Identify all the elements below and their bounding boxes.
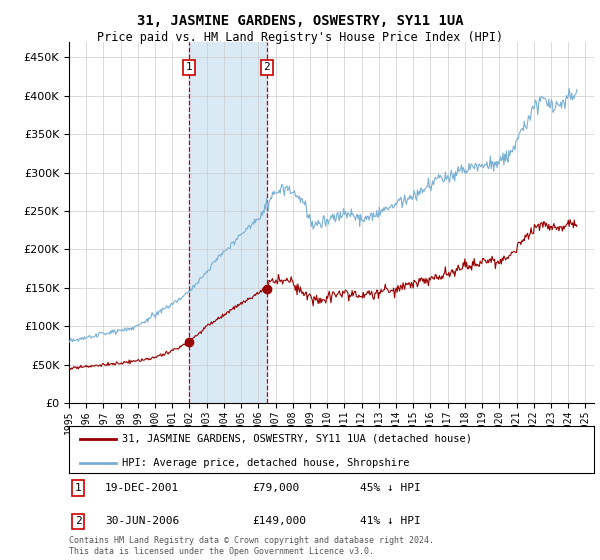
Text: 1: 1: [74, 483, 82, 493]
Text: 45% ↓ HPI: 45% ↓ HPI: [360, 483, 421, 493]
Bar: [189, 42, 267, 403]
Text: 31, JASMINE GARDENS, OSWESTRY, SY11 1UA: 31, JASMINE GARDENS, OSWESTRY, SY11 1UA: [137, 14, 463, 28]
Text: Contains HM Land Registry data © Crown copyright and database right 2024.
This d: Contains HM Land Registry data © Crown c…: [69, 536, 434, 556]
Text: 2: 2: [74, 516, 82, 526]
Text: 41% ↓ HPI: 41% ↓ HPI: [360, 516, 421, 526]
Text: £149,000: £149,000: [252, 516, 306, 526]
Text: 19-DEC-2001: 19-DEC-2001: [105, 483, 179, 493]
Text: 2: 2: [263, 62, 271, 72]
Text: 30-JUN-2006: 30-JUN-2006: [105, 516, 179, 526]
Text: 31, JASMINE GARDENS, OSWESTRY, SY11 1UA (detached house): 31, JASMINE GARDENS, OSWESTRY, SY11 1UA …: [121, 434, 472, 444]
Text: 1: 1: [185, 62, 193, 72]
Text: HPI: Average price, detached house, Shropshire: HPI: Average price, detached house, Shro…: [121, 458, 409, 468]
Text: Price paid vs. HM Land Registry's House Price Index (HPI): Price paid vs. HM Land Registry's House …: [97, 31, 503, 44]
Text: £79,000: £79,000: [252, 483, 299, 493]
